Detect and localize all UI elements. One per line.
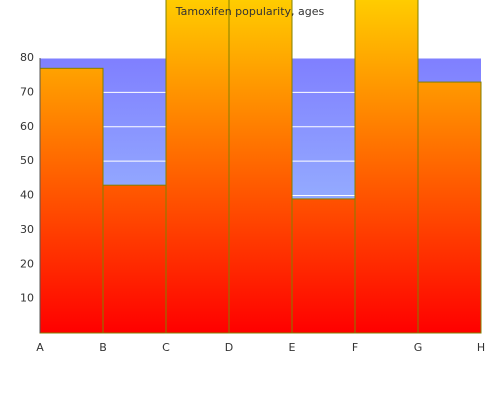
step-area <box>165 0 230 334</box>
x-tick-label: C <box>162 341 170 354</box>
y-tick-label: 20 <box>20 257 34 270</box>
x-tick-label: F <box>352 341 358 354</box>
step-area <box>354 0 419 334</box>
y-tick-label: 10 <box>20 292 34 305</box>
x-tick-label: G <box>414 341 423 354</box>
y-tick-label: 40 <box>20 189 34 202</box>
x-tick-label: H <box>477 341 485 354</box>
y-tick-label: 60 <box>20 120 34 133</box>
step-area <box>39 67 104 334</box>
y-tick-label: 30 <box>20 223 34 236</box>
x-tick-label: A <box>36 341 44 354</box>
step-area <box>102 184 167 334</box>
x-tick-label: D <box>225 341 233 354</box>
chart-title: Tamoxifen popularity, ages <box>175 5 325 18</box>
x-tick-label: B <box>99 341 107 354</box>
y-tick-label: 70 <box>20 85 34 98</box>
y-tick-label: 50 <box>20 154 34 167</box>
step-area <box>228 0 293 334</box>
x-tick-label: E <box>289 341 296 354</box>
step-area <box>291 198 356 334</box>
y-tick-label: 80 <box>20 51 34 64</box>
step-area <box>417 81 482 334</box>
